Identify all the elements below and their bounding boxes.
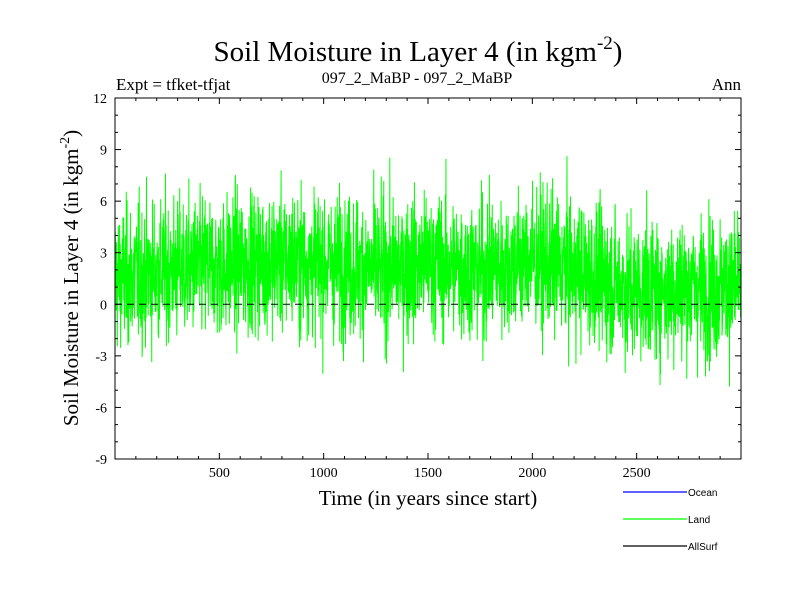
y-tick-label: 12	[93, 92, 107, 107]
x-tick-label: 1000	[310, 466, 338, 481]
x-axis-label: Time (in years since start)	[319, 486, 538, 510]
legend-label-allsurf: AllSurf	[688, 542, 718, 553]
x-tick-label: 2500	[623, 466, 651, 481]
y-axis-label: Soil Moisture in Layer 4 (in kgm-2)	[58, 130, 83, 426]
legend: Ocean Land AllSurf	[623, 488, 718, 553]
y-tick-label: 6	[100, 195, 107, 210]
experiment-label: Expt = tfket-tfjat	[116, 75, 231, 94]
series-layer	[114, 156, 742, 387]
plot-frame	[114, 97, 742, 460]
ticks-layer: -9 -6 -3 0 3 6 9 12 500 1000 1500 2000 2500	[93, 92, 741, 481]
series-line-land	[114, 156, 742, 387]
y-tick-label: 9	[100, 144, 107, 159]
legend-label-ocean: Ocean	[688, 488, 717, 499]
legend-label-land: Land	[688, 515, 710, 526]
y-tick-label: 0	[100, 298, 107, 313]
y-tick-label: -6	[95, 401, 107, 416]
x-tick-label: 2000	[518, 466, 546, 481]
chart-subtitle: 097_2_MaBP - 097_2_MaBP	[322, 70, 513, 87]
season-label: Ann	[712, 75, 742, 94]
y-tick-label: 3	[100, 247, 107, 262]
x-tick-label: 500	[209, 466, 230, 481]
y-tick-label: -3	[95, 350, 107, 365]
y-tick-label: -9	[95, 453, 107, 468]
chart-title: Soil Moisture in Layer 4 (in kgm-2)	[214, 33, 623, 68]
x-tick-label: 1500	[414, 466, 442, 481]
